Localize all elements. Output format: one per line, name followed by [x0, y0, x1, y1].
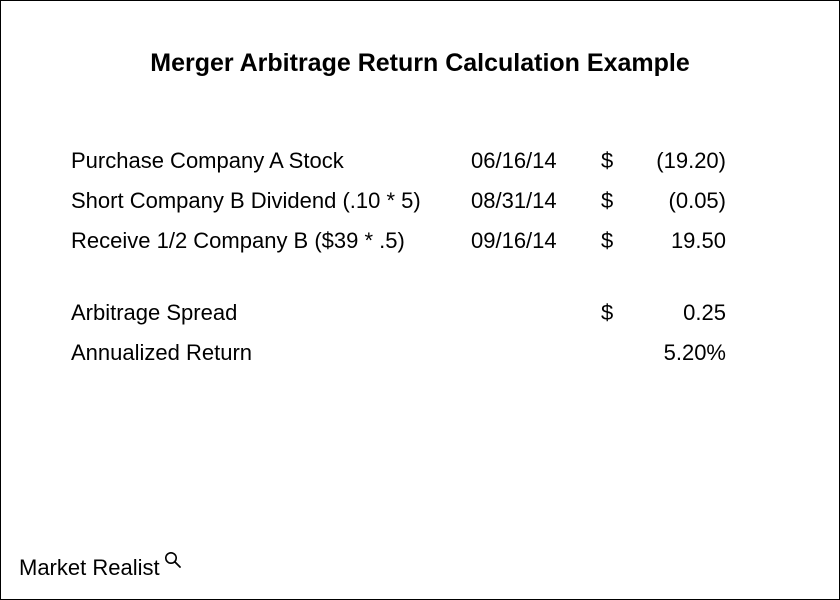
row-label: Arbitrage Spread [71, 300, 471, 326]
table-row: Short Company B Dividend (.10 * 5) 08/31… [71, 188, 769, 214]
row-label: Purchase Company A Stock [71, 148, 471, 174]
row-amount: (0.05) [626, 188, 726, 214]
row-date: 09/16/14 [471, 228, 601, 254]
table-row: Receive 1/2 Company B ($39 * .5) 09/16/1… [71, 228, 769, 254]
row-currency: $ [601, 188, 626, 214]
row-currency: $ [601, 228, 626, 254]
row-date: 08/31/14 [471, 188, 601, 214]
summary-row: Annualized Return 5.20% [71, 340, 769, 366]
summary-row: Arbitrage Spread $ 0.25 [71, 300, 769, 326]
table-row: Purchase Company A Stock 06/16/14 $ (19.… [71, 148, 769, 174]
row-label: Annualized Return [71, 340, 471, 366]
row-label: Receive 1/2 Company B ($39 * .5) [71, 228, 471, 254]
row-date: 06/16/14 [471, 148, 601, 174]
main-content: Merger Arbitrage Return Calculation Exam… [1, 1, 839, 366]
row-label: Short Company B Dividend (.10 * 5) [71, 188, 471, 214]
spacer [71, 268, 769, 300]
footer-text: Market Realist [19, 555, 160, 581]
row-amount: 19.50 [626, 228, 726, 254]
footer-brand: Market Realist [19, 555, 182, 581]
row-currency: $ [601, 300, 626, 326]
magnifier-icon [164, 551, 182, 569]
page-title: Merger Arbitrage Return Calculation Exam… [71, 49, 769, 78]
row-amount: 0.25 [626, 300, 726, 326]
row-amount: (19.20) [626, 148, 726, 174]
row-amount: 5.20% [626, 340, 726, 366]
row-currency: $ [601, 148, 626, 174]
